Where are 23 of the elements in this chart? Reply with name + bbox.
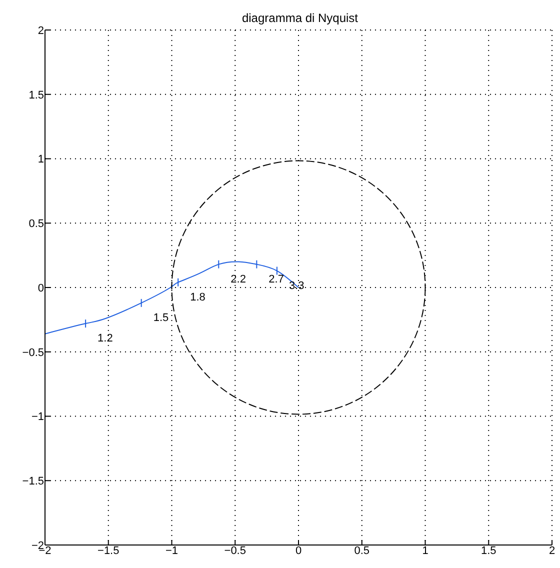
annotation: 1.5 (153, 312, 169, 324)
y-tick-label: 1.5 (28, 89, 44, 102)
chart-title: diagramma di Nyquist (242, 11, 359, 25)
y-tick-label: 0.5 (28, 218, 44, 230)
x-tick-label: 0.5 (354, 544, 370, 557)
y-tick-label: 0 (38, 282, 44, 294)
x-tick-label: −0.5 (224, 544, 246, 557)
x-tick-label: 2 (548, 544, 556, 557)
y-tick-label: −1 (31, 411, 44, 424)
annotation: 2.7 (268, 273, 284, 286)
x-tick-label: 1 (422, 544, 428, 557)
x-tick-label: −1 (165, 544, 178, 557)
annotation: 1.8 (190, 291, 206, 304)
x-tick-label: 0 (295, 544, 302, 557)
annotation: 3.3 (288, 280, 304, 292)
x-tick-label: 1.5 (480, 544, 496, 557)
annotation: 2.2 (230, 273, 246, 286)
y-tick-label: 2 (38, 24, 44, 37)
annotation: 1.2 (98, 332, 113, 345)
y-tick-label: 1 (38, 154, 44, 166)
y-tick-label: −0.5 (22, 346, 44, 359)
x-tick-label: −1.5 (98, 544, 120, 557)
y-tick-label: −1.5 (22, 476, 44, 488)
